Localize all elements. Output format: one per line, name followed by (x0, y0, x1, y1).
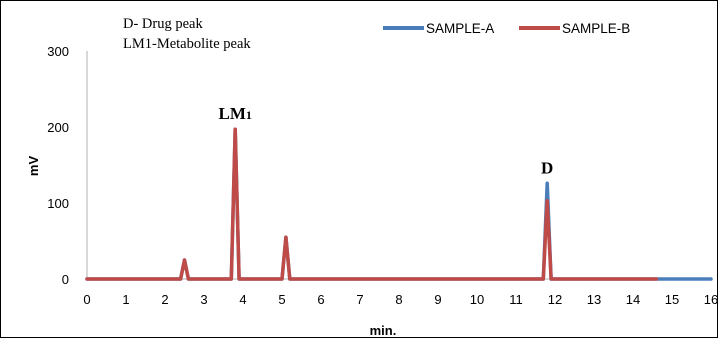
x-tick-label: 2 (161, 292, 168, 307)
series-line-sample-b (85, 127, 659, 281)
legend-label-sample-a: SAMPLE-A (426, 21, 494, 36)
x-tick-label: 13 (587, 292, 601, 307)
x-tick-label: 6 (317, 292, 324, 307)
legend: SAMPLE-A SAMPLE-B (383, 21, 630, 36)
x-tick-label: 4 (239, 292, 246, 307)
y-tick-label: 0 (62, 272, 69, 287)
x-tick-label: 12 (548, 292, 562, 307)
plot-area: LM1 D (85, 104, 713, 281)
legend-label-sample-b: SAMPLE-B (562, 21, 630, 36)
peak-label: D (541, 159, 553, 178)
x-tick-label: 15 (665, 292, 679, 307)
x-tick-label: 11 (509, 292, 523, 307)
peak-label: LM1 (219, 104, 252, 123)
x-axis-title: min. (370, 323, 397, 338)
x-tick-label: 9 (434, 292, 441, 307)
x-tick-label: 3 (200, 292, 207, 307)
chart-notes: D- Drug peak LM1-Metabolite peak (123, 16, 251, 52)
y-tick-label: 200 (47, 120, 69, 135)
x-tick-label: 14 (626, 292, 640, 307)
x-tick-label: 1 (122, 292, 129, 307)
y-tick-label: 100 (47, 196, 69, 211)
note-drug-peak: D- Drug peak (123, 16, 203, 32)
note-metabolite-peak: LM1-Metabolite peak (123, 36, 251, 52)
x-tick-label: 8 (395, 292, 402, 307)
x-tick-label: 10 (470, 292, 484, 307)
y-tick-label: 300 (47, 44, 69, 59)
x-tick-label: 5 (278, 292, 285, 307)
x-tick-label: 0 (83, 292, 90, 307)
x-tick-label: 7 (356, 292, 363, 307)
series-line-sample-a (85, 127, 713, 281)
y-axis-title: mV (26, 156, 41, 177)
x-tick-label: 16 (704, 292, 718, 307)
